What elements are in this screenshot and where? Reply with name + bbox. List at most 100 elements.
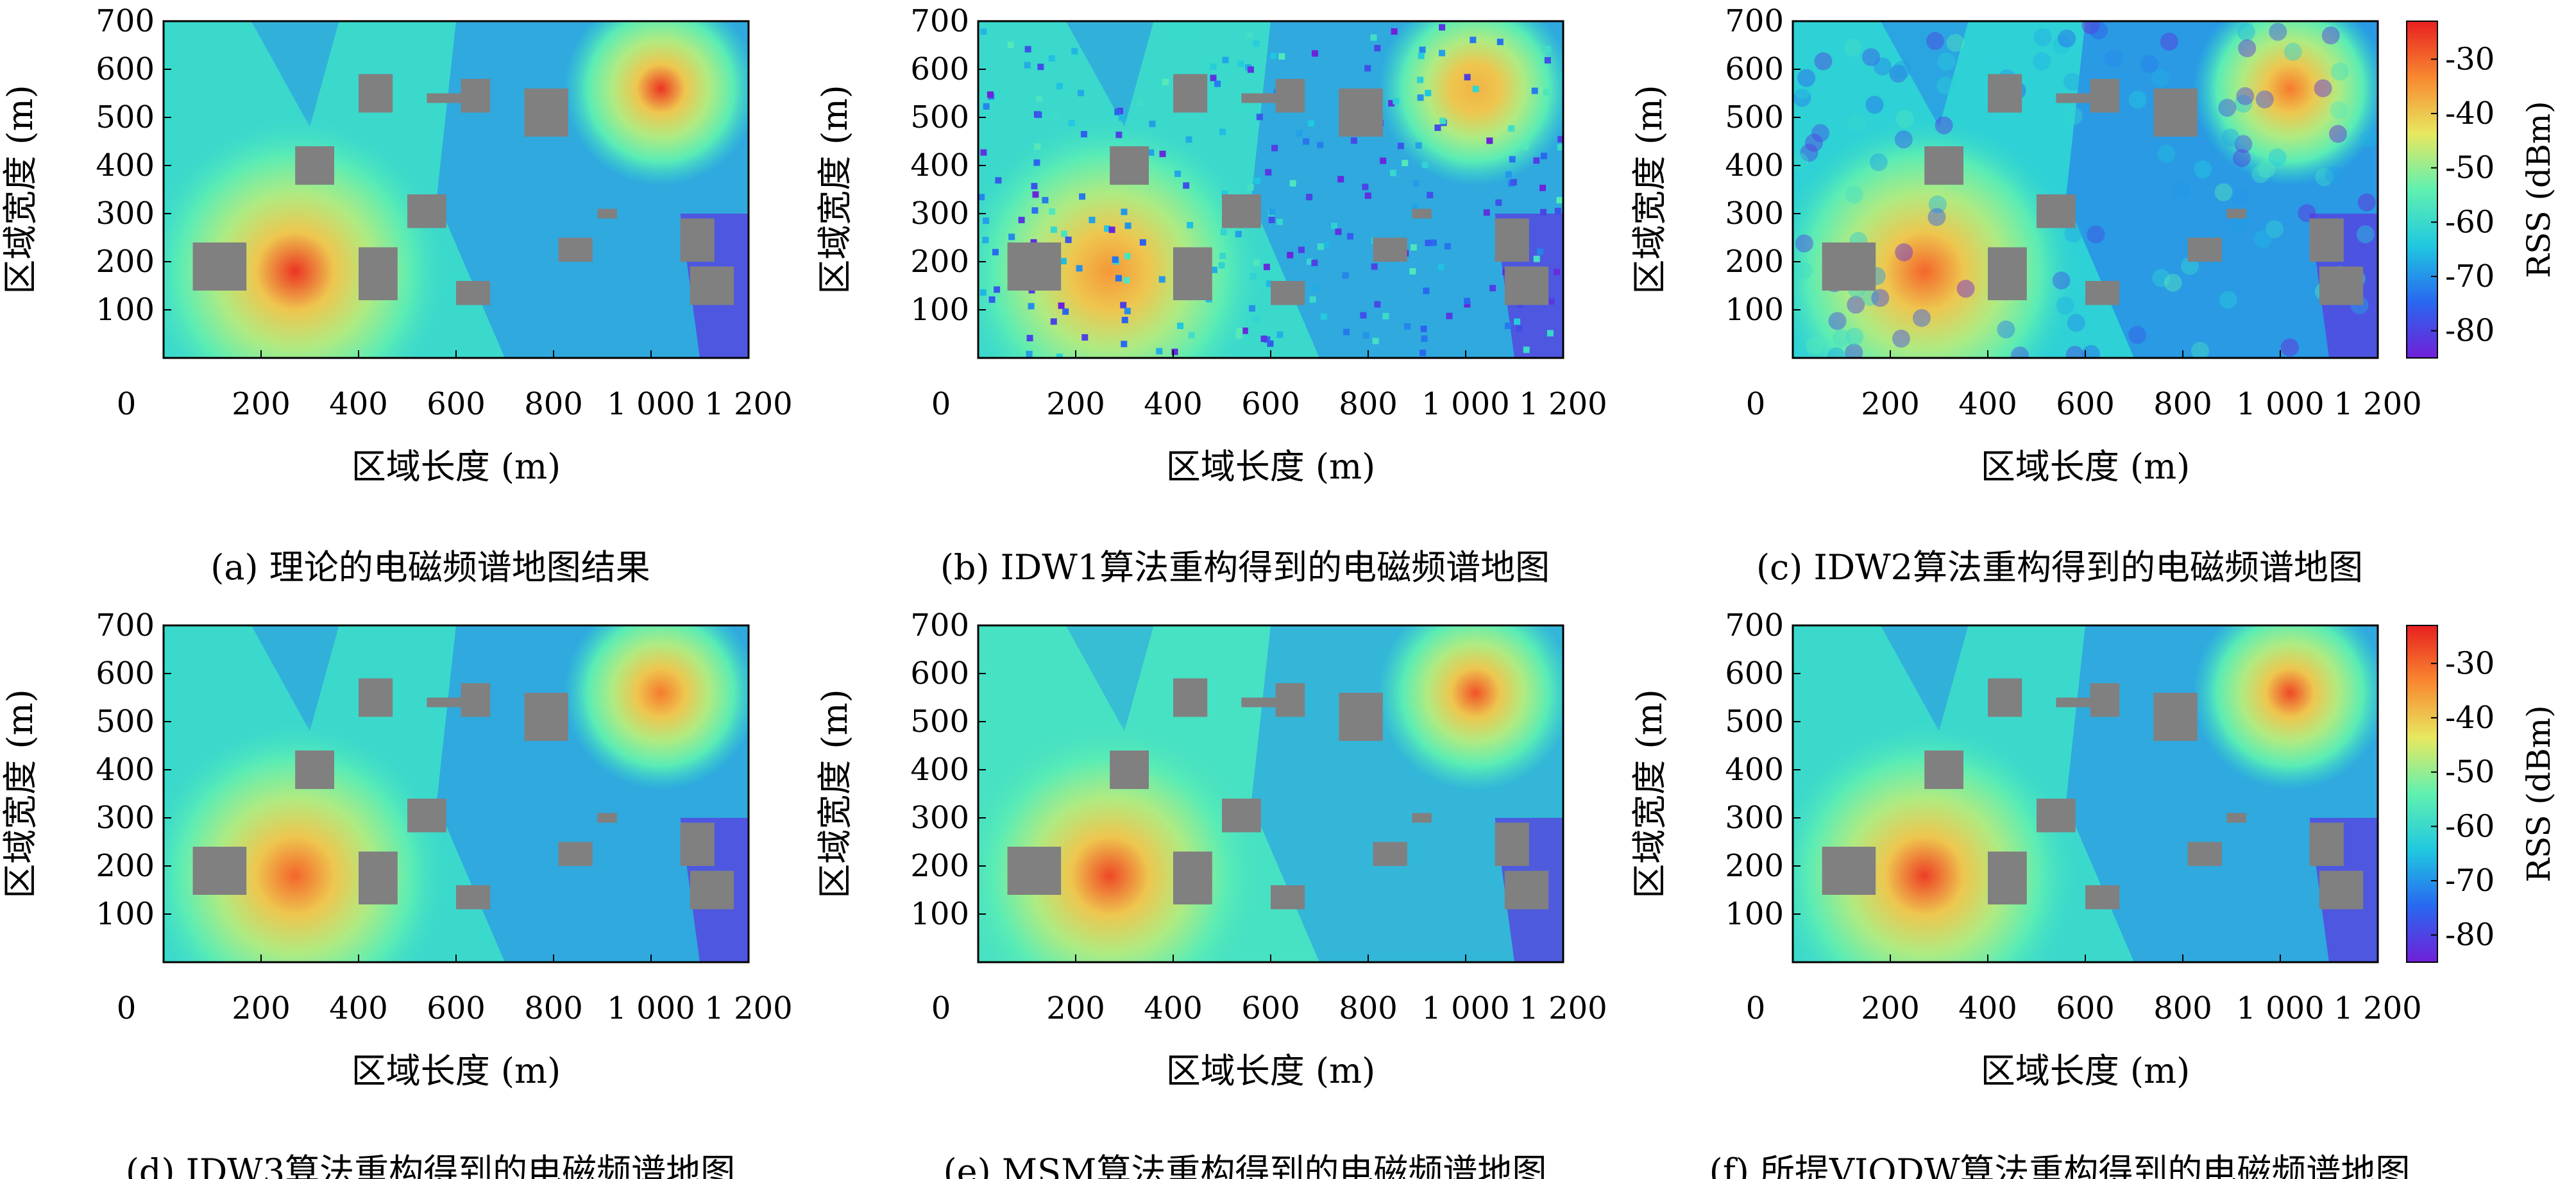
sample-dot	[994, 286, 1001, 293]
y-tick-label: 100	[96, 896, 155, 932]
sample-dot	[1409, 267, 1416, 275]
sample-dot	[1174, 170, 1182, 177]
shadow-region	[1065, 625, 1154, 731]
sample-blob	[2314, 79, 2332, 98]
sample-dot	[1523, 346, 1530, 353]
obstacle-block-a11	[597, 208, 617, 219]
sample-dot	[1516, 325, 1523, 332]
sample-blob	[2321, 26, 2340, 45]
obstacle-block-a8	[461, 683, 491, 717]
sample-dot	[1486, 137, 1493, 144]
y-tick-label: 500	[910, 99, 969, 135]
sample-dot	[1253, 177, 1260, 184]
sample-blob	[1793, 81, 1811, 99]
sample-blob	[2237, 22, 2255, 41]
sample-dot	[1253, 259, 1260, 266]
sample-dot	[1188, 332, 1195, 339]
sample-blob	[2033, 52, 2051, 71]
obstacle-block-a13	[1504, 870, 1549, 910]
sample-blob	[1793, 153, 1809, 171]
sample-blob	[2357, 193, 2376, 212]
sample-dot	[1049, 208, 1056, 215]
sample-dot	[1158, 276, 1165, 283]
sample-dot	[1034, 143, 1041, 150]
sample-blob	[1811, 124, 1829, 142]
sample-dot	[1560, 72, 1563, 79]
sample-dot	[1495, 199, 1502, 206]
sample-dot	[1210, 63, 1217, 70]
x-tick-label: 1 000	[607, 386, 695, 422]
y-tick-label: 300	[1725, 196, 1784, 232]
sample-dot	[1537, 248, 1544, 255]
x-tick-label: 800	[2153, 990, 2212, 1026]
colorbar-tick-label: -70	[2445, 863, 2495, 899]
x-tick-label: 1 000	[1421, 990, 1509, 1026]
y-tick-label: 200	[910, 848, 969, 884]
sample-blob	[1827, 347, 1845, 358]
sample-dot	[980, 28, 987, 35]
sample-blob	[1832, 329, 1851, 348]
sample-dot	[1268, 216, 1275, 223]
sample-dot	[1249, 305, 1256, 312]
panel-caption: (c) IDW2算法重构得到的电磁频谱地图	[1756, 547, 2363, 588]
obstacle-block-a4	[1988, 74, 2022, 113]
sample-blob	[1937, 52, 1956, 71]
sample-blob	[2315, 168, 2334, 187]
sample-dot	[1508, 125, 1515, 132]
y-axis-label: 区域宽度 (m)	[0, 689, 40, 899]
sample-dot	[1266, 280, 1273, 287]
sample-blob	[2152, 269, 2171, 287]
sample-dot	[1267, 340, 1274, 347]
y-axis-label: 区域宽度 (m)	[0, 85, 40, 294]
sample-dot	[1028, 303, 1035, 310]
sample-blob	[2218, 99, 2237, 117]
y-tick-label: 700	[1725, 607, 1784, 643]
sample-dot	[1219, 128, 1226, 135]
sample-blob	[2330, 101, 2348, 119]
x-tick-label: 200	[1861, 990, 1920, 1026]
sample-dot	[982, 237, 989, 244]
obstacle-block-a9	[2153, 89, 2198, 137]
sample-dot	[1311, 259, 1318, 266]
sample-dot	[1439, 117, 1446, 124]
sample-dot	[1430, 239, 1437, 246]
sample-blob	[1895, 243, 1913, 262]
obstacle-block-a4	[359, 74, 393, 113]
obstacle-block-a5	[1222, 194, 1261, 228]
sample-dot	[1036, 96, 1043, 103]
y-tick-label: 600	[910, 51, 969, 87]
sample-blob	[2053, 36, 2071, 55]
sample-blob	[2236, 87, 2255, 105]
sample-dot	[1171, 348, 1178, 355]
sample-dot	[1417, 94, 1424, 101]
panel-caption: (d) IDW3算法重构得到的电磁频谱地图	[126, 1151, 735, 1179]
y-tick-label: 600	[1725, 51, 1784, 87]
heatmap-field	[978, 625, 1563, 962]
sample-blob	[2033, 28, 2052, 47]
sample-dot	[1317, 142, 1324, 149]
sample-dot	[1218, 262, 1225, 269]
sample-dot	[980, 149, 987, 156]
sample-dot	[1247, 66, 1254, 73]
sample-dot	[1148, 149, 1155, 156]
colorbar-label: RSS (dBm)	[2520, 101, 2557, 278]
sample-blob	[1928, 208, 1946, 226]
obstacle-block-a13	[690, 870, 734, 910]
shadow-region	[251, 625, 339, 731]
obstacle-block-a7	[2085, 885, 2120, 910]
sample-blob	[2257, 160, 2276, 178]
sample-blob	[2251, 165, 2270, 183]
sample-dot	[1062, 308, 1069, 315]
x-tick-label: 1 200	[1519, 990, 1607, 1026]
obstacle-block-a10	[1373, 237, 1407, 262]
sample-dot	[1337, 176, 1344, 183]
sample-dot	[1247, 183, 1254, 191]
sample-blob	[2067, 314, 2085, 332]
sample-blob	[2082, 344, 2101, 358]
panel-caption: (e) MSM算法重构得到的电磁频谱地图	[944, 1151, 1547, 1179]
sample-dot	[1007, 41, 1014, 48]
x-tick-label: 1 200	[1519, 386, 1607, 422]
sample-dot	[1362, 332, 1369, 339]
sample-dot	[988, 296, 996, 303]
sample-blob	[2157, 144, 2176, 163]
